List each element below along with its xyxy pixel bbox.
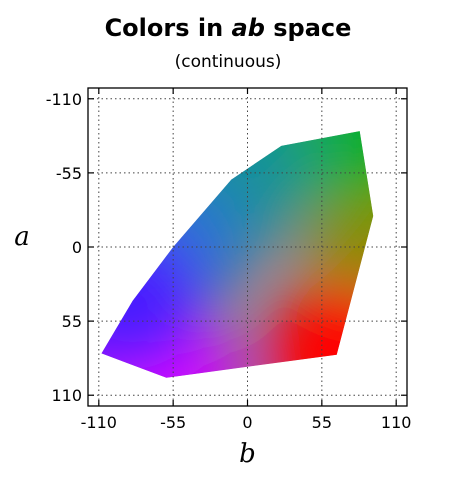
grid: [88, 88, 407, 406]
x-tick-label: 0: [242, 413, 252, 432]
y-tick-label: 55: [62, 312, 82, 331]
y-tick-label: -110: [46, 90, 82, 109]
x-tick-label: 55: [312, 413, 332, 432]
x-tick-label: -55: [160, 413, 186, 432]
chart-title: Colors in ab space: [0, 14, 456, 42]
y-tick-label: -55: [56, 164, 82, 183]
x-tick-label: 110: [381, 413, 412, 432]
x-tick-label: -110: [81, 413, 117, 432]
color-blob-8: [101, 228, 205, 373]
chart-title-tail: space: [264, 14, 352, 42]
color-blob-2: [264, 282, 374, 378]
gamut-region: [101, 131, 374, 378]
axis-ticks: -110 -55 0 55 110 -110 -55 0 55 110: [46, 88, 412, 432]
x-axis-label: b: [239, 439, 256, 469]
chart-title-italic: ab: [231, 14, 265, 42]
y-tick-label: 0: [72, 238, 82, 257]
y-tick-label: 110: [51, 386, 82, 405]
chart-title-main: Colors in: [104, 14, 232, 42]
chart-subtitle: (continuous): [174, 52, 282, 72]
y-axis-label: a: [14, 222, 30, 252]
